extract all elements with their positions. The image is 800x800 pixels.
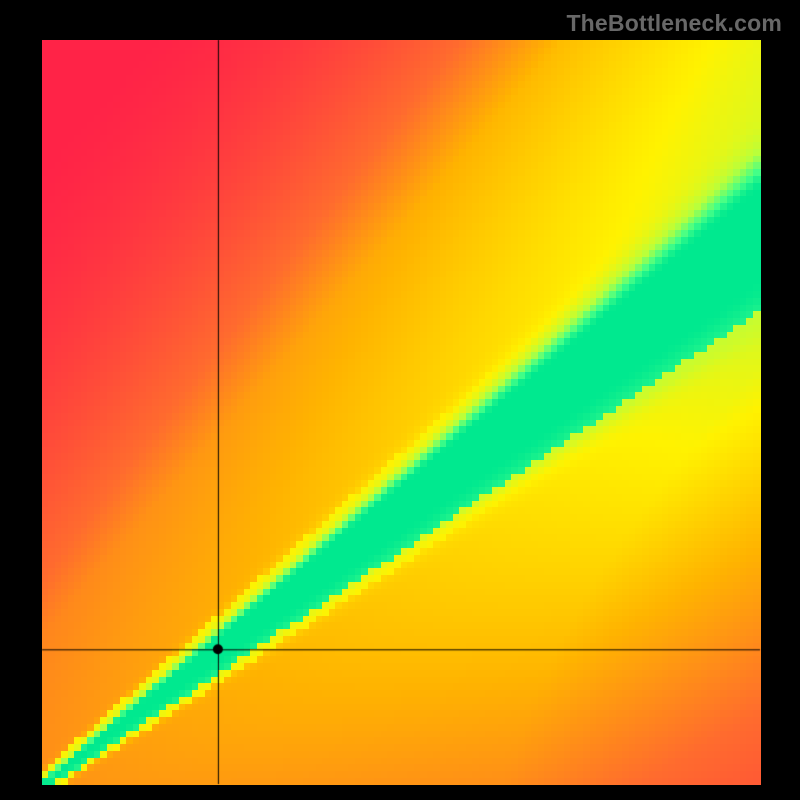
watermark-text: TheBottleneck.com [566, 10, 782, 37]
chart-container: { "watermark": { "text": "TheBottleneck.… [0, 0, 800, 800]
bottleneck-heatmap [0, 0, 800, 800]
